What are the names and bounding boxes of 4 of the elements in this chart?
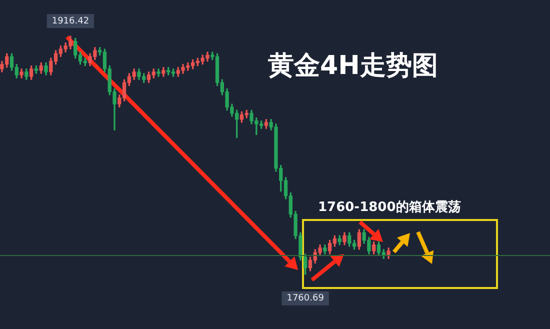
annotation: 1760-1800的箱体震荡 [318,199,461,216]
annotation: 1760.69 [286,294,324,304]
text: 黄金4H走势图 [268,50,438,83]
annotation: 1916.42 [52,16,90,26]
